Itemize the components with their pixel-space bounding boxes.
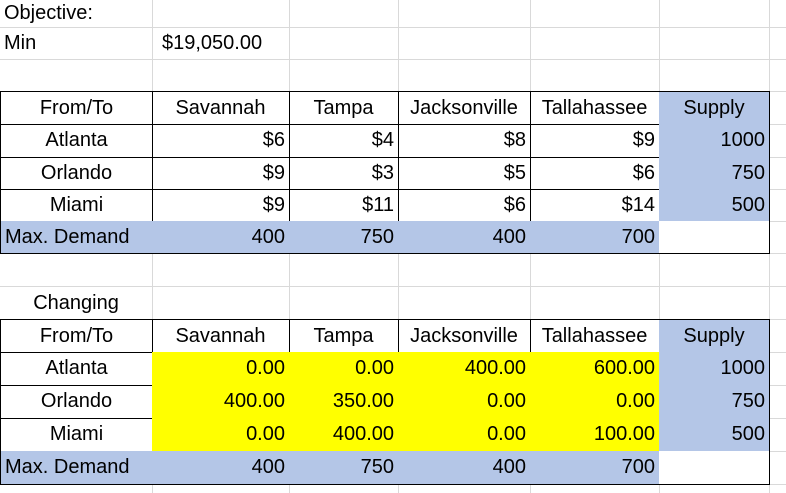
changing-row-from[interactable]: Atlanta	[0, 352, 153, 386]
cost-cell[interactable]: $6	[152, 124, 290, 158]
demand-cell[interactable]: 700	[530, 451, 660, 485]
cost-cell[interactable]: $3	[289, 157, 399, 190]
cost-cell[interactable]: $5	[398, 157, 531, 190]
max-demand-label[interactable]: Max. Demand	[0, 451, 153, 485]
changing-cell[interactable]: 0.00	[289, 352, 399, 386]
demand-cell[interactable]: 750	[289, 221, 399, 254]
supply-cell[interactable]: 1000	[659, 352, 770, 386]
cost-header-tampa[interactable]: Tampa	[289, 91, 399, 125]
cost-header-jacksonville[interactable]: Jacksonville	[398, 91, 531, 125]
cost-cell[interactable]: $11	[289, 189, 399, 222]
max-demand-label[interactable]: Max. Demand	[0, 221, 153, 254]
changing-cell[interactable]: 0.00	[530, 385, 660, 419]
changing-header-supply[interactable]: Supply	[659, 319, 770, 353]
changing-cell[interactable]: 400.00	[289, 418, 399, 452]
demand-cell[interactable]: 400	[152, 451, 290, 485]
cost-cell[interactable]: $9	[152, 157, 290, 190]
demand-cell[interactable]: 700	[530, 221, 660, 254]
cost-row-from[interactable]: Atlanta	[0, 124, 153, 158]
cost-row-from[interactable]: Miami	[0, 189, 153, 222]
supply-cell[interactable]: 500	[659, 418, 770, 452]
cost-header-savannah[interactable]: Savannah	[152, 91, 290, 125]
supply-cell[interactable]: 1000	[659, 124, 770, 158]
demand-cell[interactable]: 400	[152, 221, 290, 254]
demand-cell[interactable]: 400	[398, 221, 531, 254]
changing-cell[interactable]: 400.00	[152, 385, 290, 419]
supply-cell[interactable]: 500	[659, 189, 770, 222]
cost-header-tallahassee[interactable]: Tallahassee	[530, 91, 660, 125]
changing-cell[interactable]: 0.00	[152, 352, 290, 386]
demand-cell[interactable]: 400	[398, 451, 531, 485]
min-label[interactable]: Min	[4, 32, 37, 54]
changing-cell[interactable]: 0.00	[398, 385, 531, 419]
changing-cell[interactable]: 400.00	[398, 352, 531, 386]
changing-cell[interactable]: 0.00	[398, 418, 531, 452]
cost-row-from[interactable]: Orlando	[0, 157, 153, 190]
changing-cell[interactable]: 100.00	[530, 418, 660, 452]
gridline	[0, 27, 786, 28]
objective-label[interactable]: Objective:	[4, 2, 93, 24]
changing-header-tallahassee[interactable]: Tallahassee	[530, 319, 660, 353]
cost-header-supply[interactable]: Supply	[659, 91, 770, 125]
cost-cell[interactable]: $14	[530, 189, 660, 222]
cost-header-from-to[interactable]: From/To	[0, 91, 153, 125]
empty-cell[interactable]	[659, 221, 770, 254]
changing-header-from-to[interactable]: From/To	[0, 319, 153, 353]
changing-row-from[interactable]: Miami	[0, 418, 153, 452]
changing-row-from[interactable]: Orlando	[0, 385, 153, 419]
cost-cell[interactable]: $4	[289, 124, 399, 158]
supply-cell[interactable]: 750	[659, 157, 770, 190]
demand-cell[interactable]: 750	[289, 451, 399, 485]
gridline	[0, 59, 786, 60]
cost-cell[interactable]: $9	[530, 124, 660, 158]
changing-cell[interactable]: 350.00	[289, 385, 399, 419]
cost-cell[interactable]: $8	[398, 124, 531, 158]
changing-title[interactable]: Changing	[33, 292, 119, 314]
empty-cell[interactable]	[659, 451, 770, 485]
changing-header-savannah[interactable]: Savannah	[152, 319, 290, 353]
changing-header-tampa[interactable]: Tampa	[289, 319, 399, 353]
changing-header-jacksonville[interactable]: Jacksonville	[398, 319, 531, 353]
cost-cell[interactable]: $9	[152, 189, 290, 222]
supply-cell[interactable]: 750	[659, 385, 770, 419]
changing-cell[interactable]: 600.00	[530, 352, 660, 386]
cost-cell[interactable]: $6	[398, 189, 531, 222]
objective-value[interactable]: $19,050.00	[162, 32, 263, 54]
cost-cell[interactable]: $6	[530, 157, 660, 190]
changing-cell[interactable]: 0.00	[152, 418, 290, 452]
gridline	[0, 286, 786, 287]
